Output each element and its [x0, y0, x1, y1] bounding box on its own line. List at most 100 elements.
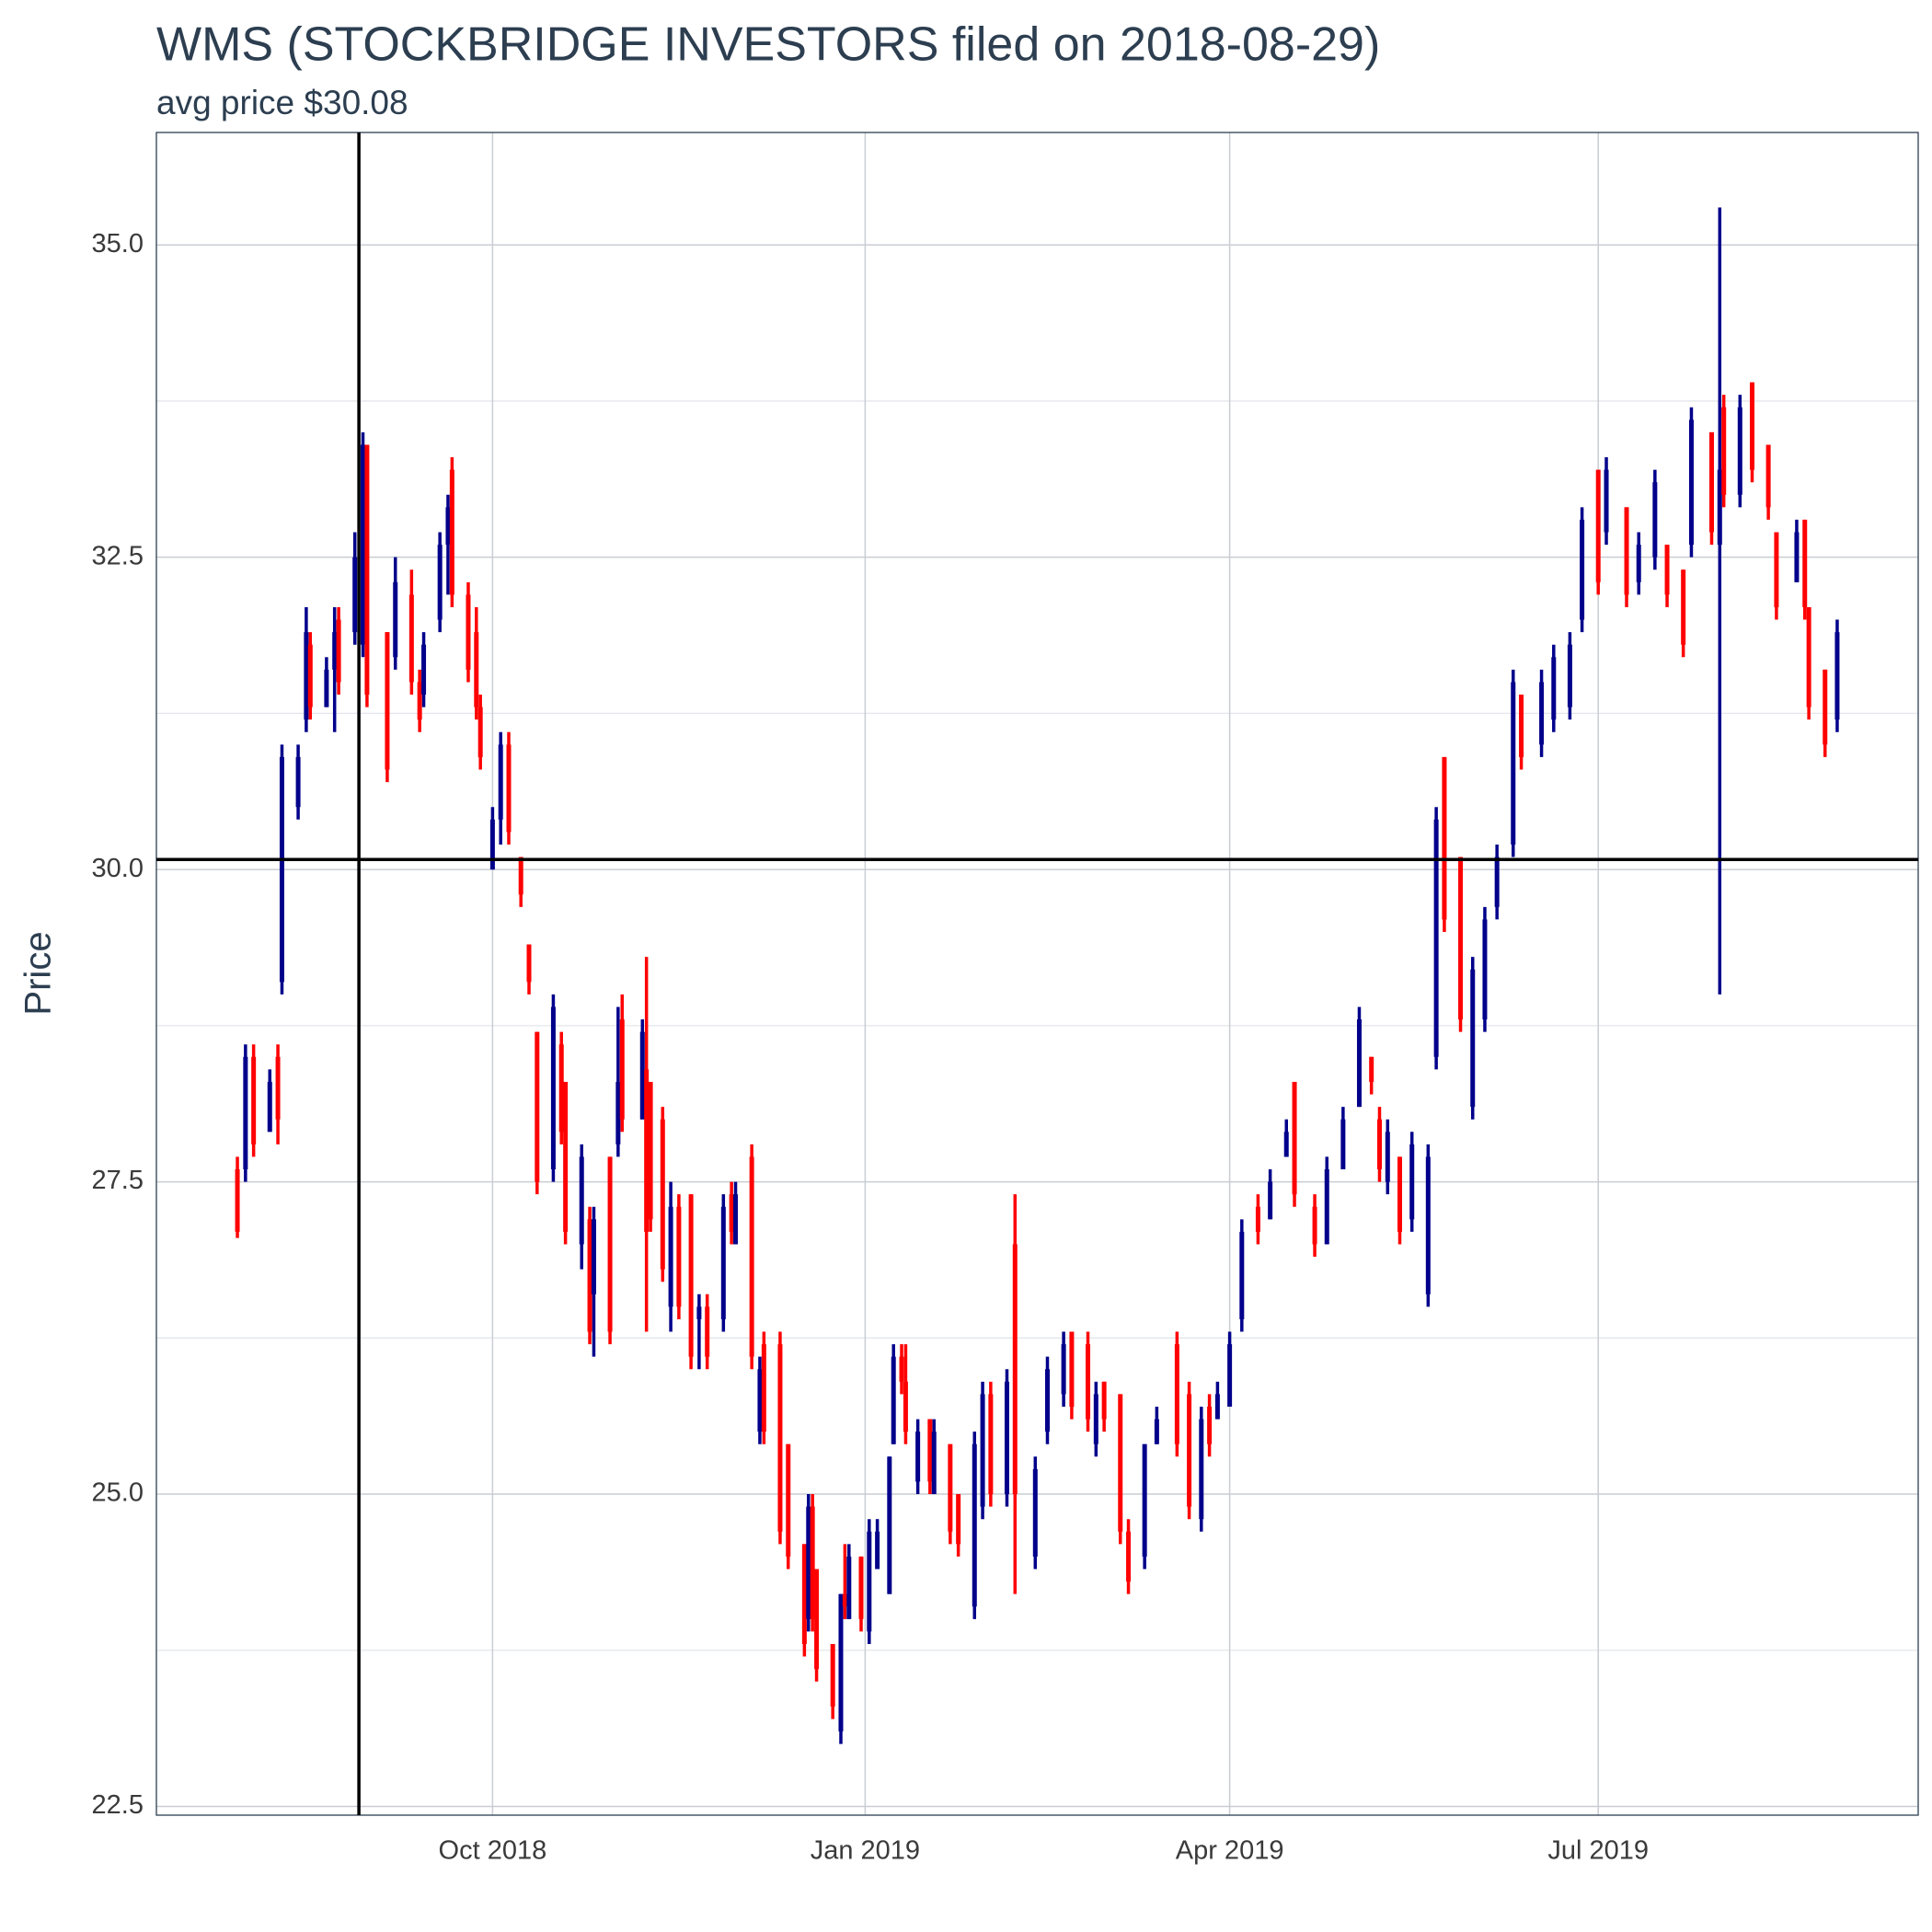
- candle-body: [1126, 1531, 1132, 1582]
- candle-body: [1681, 569, 1686, 645]
- candle-body: [1470, 969, 1476, 1108]
- candle-body: [421, 644, 427, 696]
- candle-body: [639, 1031, 645, 1120]
- candle-body: [814, 1569, 820, 1670]
- candle-body: [587, 1219, 592, 1332]
- candle-body: [1604, 469, 1609, 533]
- candle-body: [275, 1056, 281, 1120]
- candle-body: [899, 1356, 904, 1382]
- candle-body: [720, 1206, 726, 1319]
- candle-body: [449, 469, 454, 595]
- candle-body: [526, 944, 532, 983]
- candle-body: [1834, 632, 1840, 720]
- y-axis-label: Price: [18, 931, 59, 1015]
- candle-body: [858, 1556, 864, 1619]
- candle-body: [1340, 1119, 1346, 1170]
- chart-title: WMS (STOCKBRIDGE INVESTORS filed on 2018…: [156, 18, 1380, 72]
- candle-body: [786, 1443, 791, 1557]
- candle-body: [1765, 444, 1771, 508]
- candle-body: [838, 1593, 844, 1732]
- candle-body: [489, 819, 495, 870]
- chart-subtitle: avg price $30.08: [156, 84, 408, 121]
- candle-body: [279, 756, 284, 983]
- y-tick-label: 32.5: [92, 541, 144, 570]
- candle-body: [1595, 469, 1601, 582]
- candle-body: [1069, 1331, 1075, 1407]
- candle-body: [1433, 819, 1439, 1057]
- candle-body: [1774, 532, 1779, 607]
- y-tick-label: 27.5: [92, 1166, 144, 1195]
- candle-body: [1721, 407, 1727, 495]
- candle-body: [761, 1344, 766, 1432]
- candle-body: [676, 1206, 682, 1307]
- x-tick-label: Oct 2018: [439, 1836, 547, 1866]
- candle-body: [1511, 682, 1516, 845]
- candle-body: [1292, 1081, 1297, 1195]
- plot-border: [155, 132, 1919, 1816]
- candle-body: [267, 1081, 272, 1133]
- candle-body: [336, 619, 341, 683]
- y-tick-label: 30.0: [92, 854, 144, 883]
- candle-body: [591, 1219, 596, 1294]
- candle-body: [915, 1432, 921, 1482]
- candle-body: [1425, 1156, 1431, 1294]
- candle-body: [1312, 1206, 1317, 1245]
- x-tick-label: Jan 2019: [811, 1836, 920, 1866]
- candle-body: [607, 1156, 613, 1332]
- candle-body: [1482, 919, 1488, 1020]
- candle-body: [1794, 532, 1800, 582]
- candle-body: [1397, 1156, 1403, 1232]
- candle-body: [1032, 1468, 1038, 1557]
- candle-body: [1636, 545, 1641, 582]
- candle-body: [927, 1419, 933, 1482]
- candle-body: [1012, 1244, 1018, 1495]
- candle-body: [757, 1369, 763, 1432]
- candle-body: [477, 707, 483, 757]
- candle-body: [1004, 1381, 1009, 1495]
- candle-body: [1187, 1394, 1192, 1507]
- candle-body: [1708, 431, 1714, 533]
- candle-body: [1376, 1119, 1382, 1170]
- candle-body: [842, 1593, 847, 1607]
- candle-body: [1494, 857, 1500, 907]
- candle-body: [1823, 669, 1828, 745]
- candle-body: [1624, 507, 1629, 595]
- candle-body: [393, 581, 398, 658]
- candle-body: [408, 594, 414, 683]
- candle-body: [729, 1194, 734, 1232]
- candle-body: [668, 1206, 673, 1307]
- candle-body: [558, 1044, 564, 1133]
- candle-body: [1086, 1344, 1091, 1420]
- candle-body: [1442, 756, 1447, 920]
- candle-body: [846, 1556, 852, 1619]
- candle-body: [1154, 1419, 1159, 1444]
- candle-body: [1227, 1344, 1233, 1407]
- candle-body: [688, 1194, 694, 1357]
- candle-body: [1567, 644, 1572, 707]
- candle-body: [563, 1081, 569, 1232]
- candle-body: [1664, 545, 1670, 595]
- candle-body: [956, 1494, 961, 1545]
- candle-body: [1142, 1443, 1147, 1557]
- candle-body: [777, 1344, 783, 1532]
- candle-body: [1045, 1369, 1051, 1432]
- candle-body: [550, 1006, 556, 1170]
- candle-body: [875, 1531, 880, 1570]
- candle-body: [1652, 482, 1658, 558]
- candle-body: [498, 744, 503, 820]
- candle-body: [972, 1443, 977, 1607]
- candle-body: [867, 1531, 872, 1632]
- y-tick-label: 35.0: [92, 229, 144, 259]
- candle-body: [903, 1381, 908, 1432]
- candle-body: [660, 1119, 665, 1270]
- candle-body: [518, 857, 523, 895]
- candle-body: [733, 1194, 739, 1245]
- candle-body: [1369, 1056, 1374, 1082]
- candle-body: [1409, 1144, 1415, 1220]
- candle-body: [931, 1432, 937, 1495]
- candle-body: [948, 1443, 953, 1532]
- candle-body: [1519, 695, 1524, 757]
- candle-body: [243, 1056, 248, 1170]
- candle-body: [705, 1306, 710, 1357]
